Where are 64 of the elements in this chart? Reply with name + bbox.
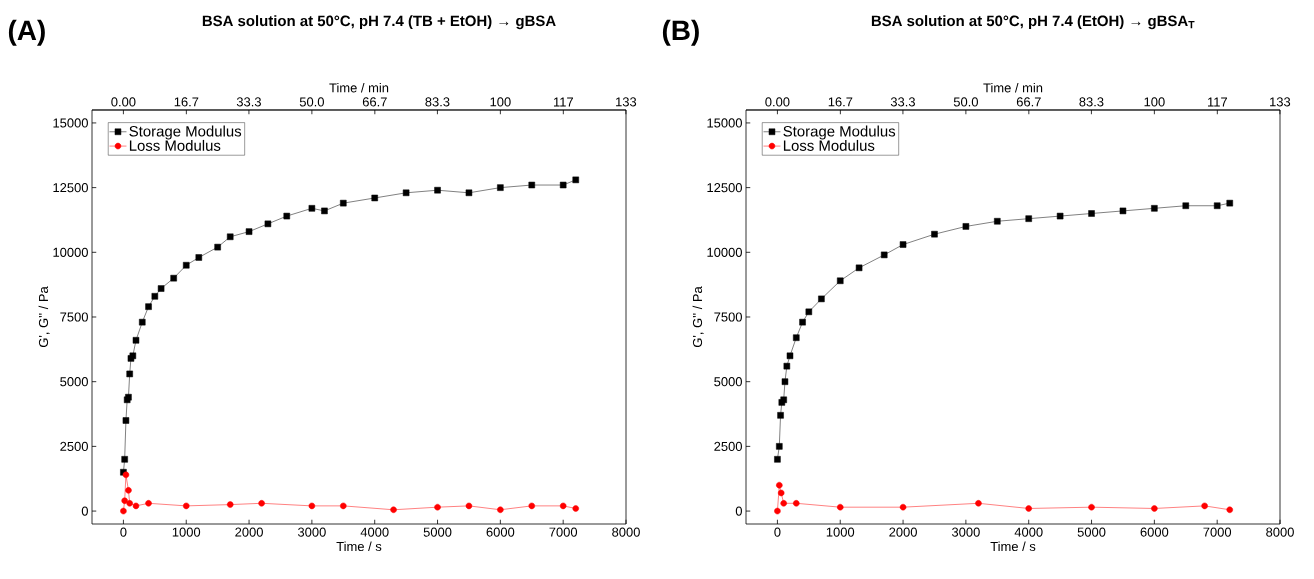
x2-axis-title: Time / min [983,82,1043,93]
x2-tick-label: 16.7 [174,97,199,107]
x-tick-label: 1000 [826,527,855,537]
x2-tick-label: 133 [616,97,637,107]
x-axis-title: Time / s [336,541,382,552]
y-tick-label: 2500 [714,441,742,451]
y-tick-label: 7500 [714,312,742,322]
y-tick-label: 0 [81,506,88,516]
x-tick-label: 5000 [1077,527,1106,537]
y-tick-label: 2500 [60,441,88,451]
x2-axis-title: Time / min [329,82,389,93]
x2-tick-label: 117 [1207,97,1227,107]
chart-title: BSA solution at 50°C, pH 7.4 (TB + EtOH) → gBSA [202,15,556,30]
x2-tick-label: 50.0 [953,97,978,107]
x2-tick-label: 83.3 [1079,97,1104,107]
text: (A) [8,19,45,46]
y-tick-label: 12500 [707,183,742,193]
y-tick-label: 12500 [53,183,88,193]
x2-tick-label: 133 [1270,97,1291,107]
chart-title: BSA solution at 50°C, pH 7.4 (EtOH) → gBSA$_{T}$ [871,15,1195,30]
x-tick-label: 4000 [1014,527,1043,537]
y-tick-label: 15000 [707,118,742,128]
y-tick-label: 10000 [53,247,88,257]
x-tick-label: 7000 [549,527,578,537]
y-tick-label: 5000 [60,377,88,387]
x-tick-label: 7000 [1203,527,1232,537]
x-tick-label: 3000 [297,527,326,537]
x-tick-label: 5000 [423,527,452,537]
legend-label: Storage Modulus [783,125,896,140]
y-axis-title: G', G'' / Pa [38,286,50,348]
x2-tick-label: 66.7 [362,97,387,107]
x2-tick-label: 50.0 [299,97,324,107]
y-axis-title: G', G'' / Pa [692,286,704,348]
x-tick-label: 2000 [235,527,263,537]
x2-tick-label: 33.3 [890,97,915,107]
legend-label: Loss Modulus [129,139,221,151]
x-tick-label: 0 [774,527,781,537]
y-tick-label: 7500 [60,312,88,322]
x-axis-title: Time / s [990,541,1036,552]
text: (B) [662,19,699,46]
x-tick-label: 6000 [1140,527,1169,537]
x-tick-label: 2000 [889,527,917,537]
x2-tick-label: 0.00 [111,97,136,107]
y-tick-label: 10000 [707,247,742,257]
x2-tick-label: 100 [490,97,511,107]
x-tick-label: 0 [120,527,127,537]
x-tick-label: 6000 [486,527,515,537]
x2-tick-label: 0.00 [765,97,790,107]
x2-tick-label: 16.7 [828,97,853,107]
x-tick-label: 4000 [360,527,389,537]
x-tick-label: 3000 [951,527,980,537]
legend-label: Loss Modulus [783,139,875,151]
x2-tick-label: 100 [1144,97,1165,107]
x-tick-label: 8000 [612,527,640,537]
y-tick-label: 5000 [714,377,742,387]
y-tick-label: 15000 [53,118,88,128]
legend-label: Storage Modulus [129,125,242,140]
x-tick-label: 1000 [172,527,201,537]
x2-tick-label: 83.3 [425,97,450,107]
x2-tick-label: 33.3 [236,97,261,107]
x2-tick-label: 117 [553,97,573,107]
x2-tick-label: 66.7 [1016,97,1041,107]
y-tick-label: 0 [735,506,742,516]
x-tick-label: 8000 [1266,527,1294,537]
